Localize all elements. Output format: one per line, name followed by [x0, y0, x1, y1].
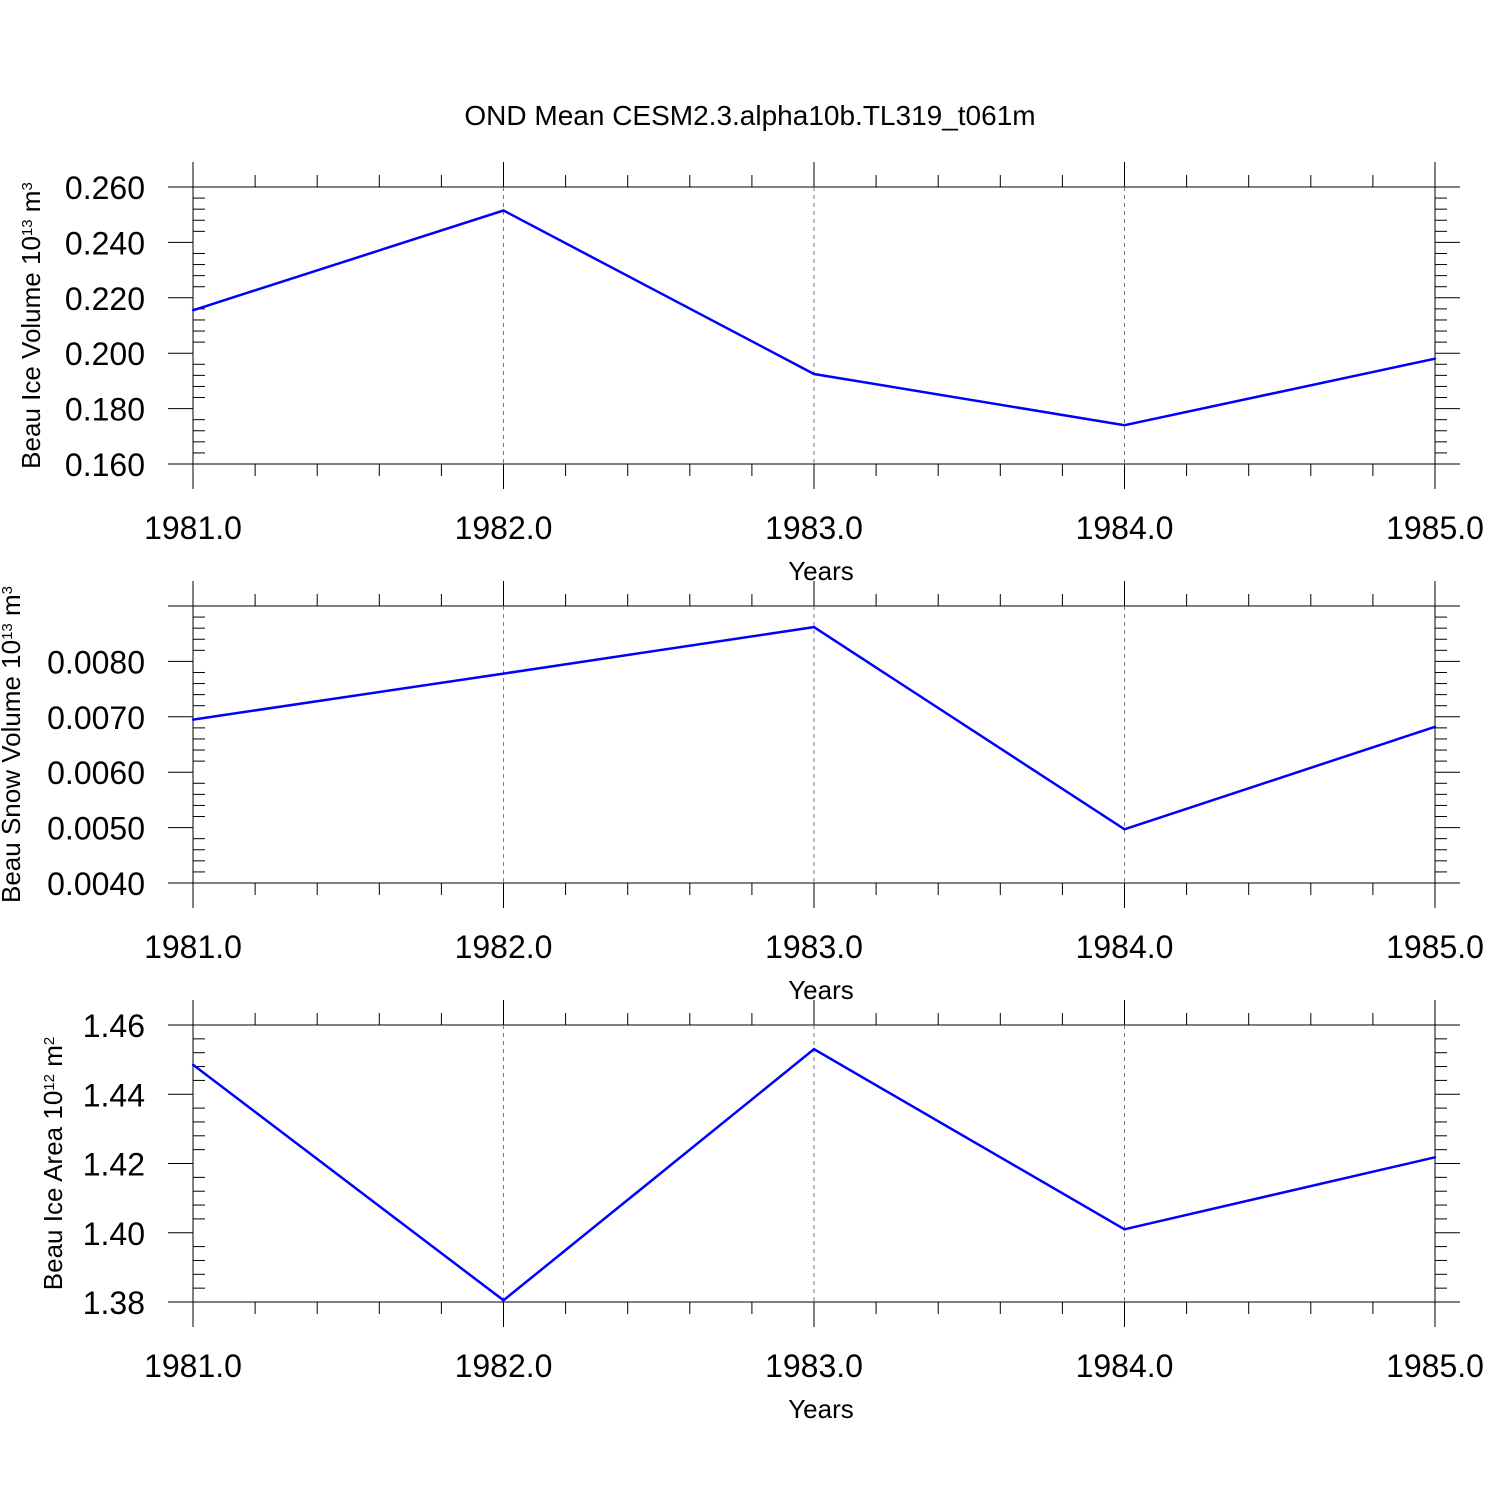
y-axis-label-exponent: 13 — [0, 623, 16, 640]
x-tick-label: 1983.0 — [765, 510, 863, 546]
x-axis-label: Years — [788, 975, 854, 1005]
y-tick-label: 1.38 — [83, 1285, 145, 1321]
y-tick-label: 0.0050 — [47, 811, 145, 847]
y-axis-label: Beau Ice Area 1012 m2 — [38, 1037, 68, 1290]
data-point — [1433, 725, 1437, 728]
y-tick-label: 1.40 — [83, 1216, 145, 1252]
y-tick-label: 0.200 — [65, 336, 145, 372]
series-line — [192, 1047, 1436, 1302]
x-tick-label: 1983.0 — [765, 1348, 863, 1384]
chart-title: OND Mean CESM2.3.alpha10b.TL319_t061m — [464, 100, 1035, 131]
y-tick-label: 1.42 — [83, 1147, 145, 1183]
data-point — [502, 209, 505, 212]
x-tick-label: 1984.0 — [1076, 510, 1174, 546]
y-axis-label: Beau Snow Volume 1013 m3 — [0, 586, 26, 903]
data-point — [191, 718, 195, 721]
x-tick-label: 1984.0 — [1076, 929, 1174, 965]
x-axis-label: Years — [788, 1394, 854, 1424]
data-point — [502, 1299, 505, 1302]
x-tick-label: 1982.0 — [455, 929, 553, 965]
data-point — [1433, 357, 1437, 360]
y-axis-label-exponent: 12 — [41, 1074, 58, 1091]
y-tick-label: 1.46 — [83, 1008, 145, 1044]
x-tick-label: 1985.0 — [1386, 510, 1484, 546]
y-axis-label-exponent: 13 — [19, 219, 36, 236]
x-tick-label: 1981.0 — [144, 1348, 242, 1384]
y-tick-label: 0.240 — [65, 225, 145, 261]
y-tick-label: 0.0070 — [47, 700, 145, 736]
data-point — [812, 625, 816, 629]
x-tick-label: 1985.0 — [1386, 929, 1484, 965]
chart-panel-3: 1981.0 1982.0 1983.0 1984.0 1985.0 1.38 1.40 1.… — [38, 1000, 1484, 1424]
x-axis-label: Years — [788, 556, 854, 586]
data-point — [812, 372, 816, 376]
y-axis-label-unit-power: 2 — [41, 1037, 58, 1045]
x-tick-label: 1982.0 — [455, 510, 553, 546]
x-tick-label: 1981.0 — [144, 510, 242, 546]
y-tick-label: 0.160 — [65, 447, 145, 483]
y-axis-label: Beau Ice Volume 1013 m3 — [16, 182, 46, 469]
y-tick-label: 0.0060 — [47, 755, 145, 791]
y-axis-label-main: Beau Snow Volume 10 — [0, 640, 26, 903]
x-tick-label: 1982.0 — [455, 1348, 553, 1384]
y-tick-label: 0.180 — [65, 392, 145, 428]
x-tick-label: 1983.0 — [765, 929, 863, 965]
y-axis-label-unit: m — [16, 191, 46, 220]
x-tick-label: 1981.0 — [144, 929, 242, 965]
data-point — [1123, 424, 1126, 427]
data-point — [1123, 1228, 1126, 1231]
x-tick-label: 1984.0 — [1076, 1348, 1174, 1384]
x-tick-label: 1985.0 — [1386, 1348, 1484, 1384]
y-axis-label-unit-power: 3 — [19, 182, 36, 190]
data-point — [191, 1063, 195, 1067]
y-tick-label: 0.0040 — [47, 866, 145, 902]
y-tick-label: 0.260 — [65, 170, 145, 206]
data-point — [191, 309, 195, 312]
y-tick-label: 0.0080 — [47, 644, 145, 680]
y-tick-label: 1.44 — [83, 1077, 145, 1113]
y-tick-label: 0.220 — [65, 281, 145, 317]
data-point — [1123, 828, 1126, 831]
y-axis-label-unit: m — [0, 594, 26, 623]
chart-panel-2: 1981.0 1982.0 1983.0 1984.0 1985.0 0.0040 0.00… — [0, 581, 1484, 1005]
data-point — [502, 672, 505, 675]
data-point — [812, 1048, 816, 1051]
data-point — [1433, 1156, 1437, 1159]
y-axis-label-unit-power: 3 — [0, 586, 16, 594]
y-axis-label-unit: m — [38, 1045, 68, 1074]
y-axis-label-main: Beau Ice Volume 10 — [16, 236, 46, 469]
y-axis-label-main: Beau Ice Area 10 — [38, 1091, 68, 1290]
chart-panel-1: 1981.0 1982.0 1983.0 1984.0 1985.0 0.160 0.180… — [16, 162, 1484, 586]
